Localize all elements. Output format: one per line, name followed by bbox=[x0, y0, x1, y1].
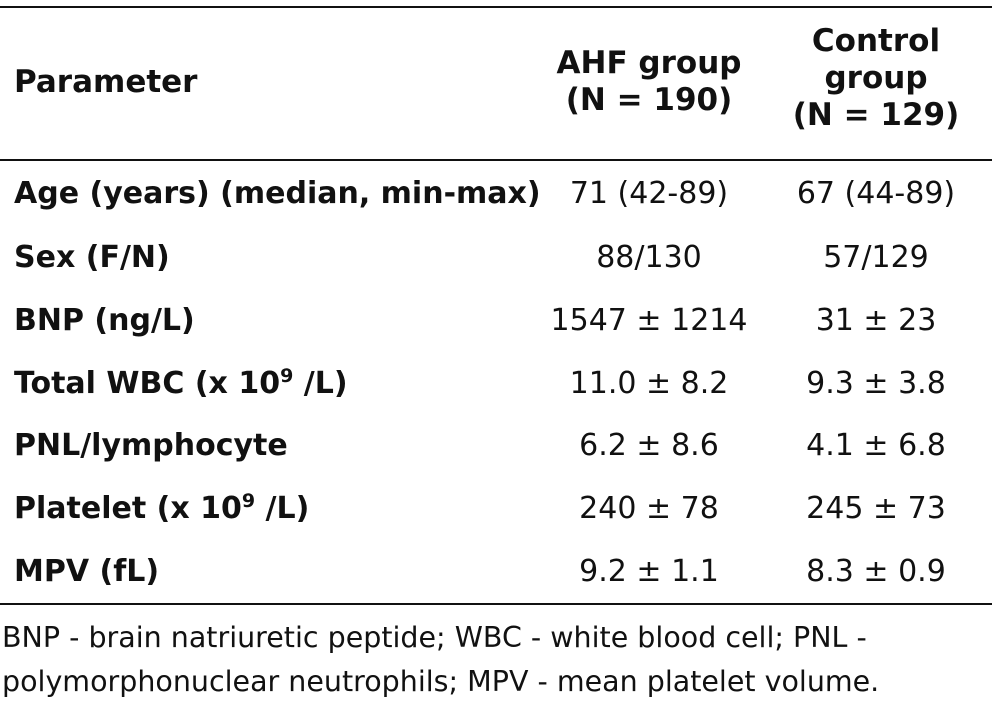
table-row-bnp: BNP (ng/L) 1547 ± 1214 31 ± 23 bbox=[0, 289, 992, 353]
table-bottom-rule bbox=[0, 603, 992, 605]
control-value: 31 ± 23 bbox=[815, 303, 937, 338]
ahf-value: 88/130 bbox=[596, 240, 702, 275]
ahf-value: 240 ± 78 bbox=[579, 491, 719, 526]
table-row-sex: Sex (F/N) 88/130 57/129 bbox=[0, 226, 992, 290]
row-label: Total WBC (x 109 /L) bbox=[14, 352, 348, 416]
row-label-exponent: 9 bbox=[280, 365, 294, 387]
table-row-mpv: MPV (fL) 9.2 ± 1.1 8.3 ± 0.9 bbox=[0, 540, 992, 604]
control-value: 8.3 ± 0.9 bbox=[806, 554, 946, 589]
header-control-count: (N = 129) bbox=[792, 97, 960, 133]
ahf-value: 11.0 ± 8.2 bbox=[569, 366, 729, 401]
control-value: 9.3 ± 3.8 bbox=[806, 366, 946, 401]
ahf-value: 6.2 ± 8.6 bbox=[579, 428, 719, 463]
row-label-text: Platelet (x 10 bbox=[14, 491, 242, 526]
header-ahf-count: (N = 190) bbox=[565, 82, 733, 118]
ahf-value: 1547 ± 1214 bbox=[550, 303, 748, 338]
header-divider bbox=[0, 159, 992, 161]
ahf-value: 71 (42-89) bbox=[569, 176, 729, 211]
header-control-group: Control group (N = 129) bbox=[776, 23, 976, 134]
header-parameter: Parameter bbox=[14, 64, 198, 100]
row-label: PNL/lymphocyte bbox=[14, 428, 288, 463]
table-top-rule bbox=[0, 6, 992, 8]
row-label: MPV (fL) bbox=[14, 554, 160, 589]
table-row-pnl-lymphocyte: PNL/lymphocyte 6.2 ± 8.6 4.1 ± 6.8 bbox=[0, 414, 992, 478]
row-label-unit: /L) bbox=[255, 491, 310, 526]
row-label: Platelet (x 109 /L) bbox=[14, 477, 309, 541]
header-control-title-1: Control bbox=[811, 23, 941, 59]
header-ahf-title: AHF group bbox=[556, 45, 742, 81]
ahf-value: 9.2 ± 1.1 bbox=[579, 554, 719, 589]
row-label-exponent: 9 bbox=[241, 490, 256, 512]
control-value: 57/129 bbox=[823, 240, 929, 275]
row-label: Sex (F/N) bbox=[14, 240, 170, 275]
control-value: 4.1 ± 6.8 bbox=[806, 428, 946, 463]
header-ahf-group: AHF group (N = 190) bbox=[538, 45, 760, 119]
table-row-total-wbc: Total WBC (x 109 /L) 11.0 ± 8.2 9.3 ± 3.… bbox=[0, 352, 992, 416]
header-control-title-2: group bbox=[824, 60, 928, 96]
control-value: 245 ± 73 bbox=[806, 491, 946, 526]
row-label-unit: /L) bbox=[293, 366, 348, 401]
table-footnote: BNP - brain natriuretic peptide; WBC - w… bbox=[2, 621, 880, 698]
row-label-text: Total WBC (x 10 bbox=[14, 366, 281, 401]
row-label: BNP (ng/L) bbox=[14, 303, 195, 338]
control-value: 67 (44-89) bbox=[796, 176, 956, 211]
table-row-platelet: Platelet (x 109 /L) 240 ± 78 245 ± 73 bbox=[0, 477, 992, 541]
table-row-age: Age (years) (median, min-max) 71 (42-89)… bbox=[0, 162, 992, 226]
row-label: Age (years) (median, min-max) bbox=[14, 176, 541, 211]
